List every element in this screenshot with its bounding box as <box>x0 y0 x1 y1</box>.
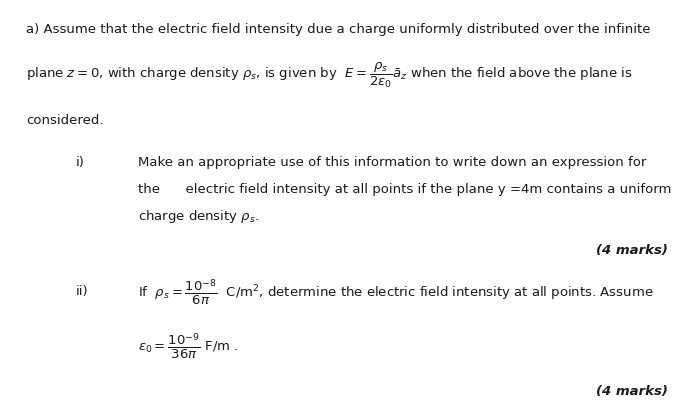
Text: i): i) <box>76 156 85 169</box>
Text: plane $z=0$, with charge density $\rho_s$, is given by  $E=\dfrac{\rho_s}{2\vare: plane $z=0$, with charge density $\rho_s… <box>26 60 633 90</box>
Text: ii): ii) <box>76 285 88 299</box>
Text: (4 marks): (4 marks) <box>597 385 668 399</box>
Text: a) Assume that the electric field intensity due a charge uniformly distributed o: a) Assume that the electric field intens… <box>26 23 650 36</box>
Text: the      electric field intensity at all points if the plane y =4m contains a un: the electric field intensity at all poin… <box>138 183 671 196</box>
Text: If  $\rho_s = \dfrac{10^{-8}}{6\pi}$  C/m$^2$, determine the electric field inte: If $\rho_s = \dfrac{10^{-8}}{6\pi}$ C/m$… <box>138 277 653 307</box>
Text: $\varepsilon_0 = \dfrac{10^{-9}}{36\pi}$ F/m .: $\varepsilon_0 = \dfrac{10^{-9}}{36\pi}$… <box>138 331 238 361</box>
Text: charge density $\rho_s$.: charge density $\rho_s$. <box>138 208 259 225</box>
Text: Make an appropriate use of this information to write down an expression for: Make an appropriate use of this informat… <box>138 156 646 169</box>
Text: considered.: considered. <box>26 114 103 128</box>
Text: (4 marks): (4 marks) <box>597 244 668 257</box>
